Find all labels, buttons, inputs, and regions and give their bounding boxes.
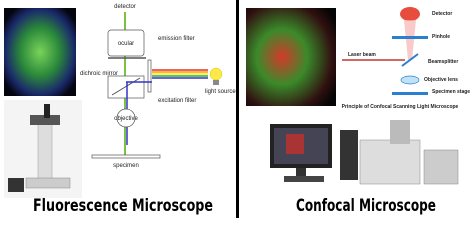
confocal-panel: Detector Pinhole Laser beam Beamsplitter… <box>246 7 470 216</box>
cell-image <box>4 8 76 96</box>
panel-title: Fluorescence Microscope <box>33 196 213 216</box>
caption: Principle of Confocal Scanning Light Mic… <box>342 104 459 110</box>
label: specimen <box>113 163 139 169</box>
computer-photo <box>270 120 459 185</box>
label: light source <box>205 89 236 95</box>
label: Specimen stage <box>432 89 470 95</box>
label: ocular <box>118 41 134 47</box>
label: Objective lens <box>424 77 458 83</box>
label: excitation filter <box>158 98 196 104</box>
label: detector <box>114 4 136 10</box>
label: emission filter <box>158 36 195 42</box>
panel-title: Confocal Microscope <box>296 196 436 216</box>
fluorescence-diagram: detector ocular emission filter dichroic… <box>80 4 236 169</box>
microscope-photo <box>4 100 82 198</box>
confocal-diagram: Detector Pinhole Laser beam Beamsplitter… <box>342 7 470 110</box>
label: Detector <box>432 11 452 17</box>
label: dichroic mirror <box>80 71 118 77</box>
page: detector ocular emission filter dichroic… <box>4 0 470 218</box>
label: objective <box>114 116 138 122</box>
divider <box>236 0 239 218</box>
label: Laser beam <box>348 52 376 58</box>
label: Pinhole <box>432 34 450 40</box>
cell-image <box>246 8 336 106</box>
label: Beamsplitter <box>428 59 458 65</box>
fluorescence-panel: detector ocular emission filter dichroic… <box>4 4 236 216</box>
